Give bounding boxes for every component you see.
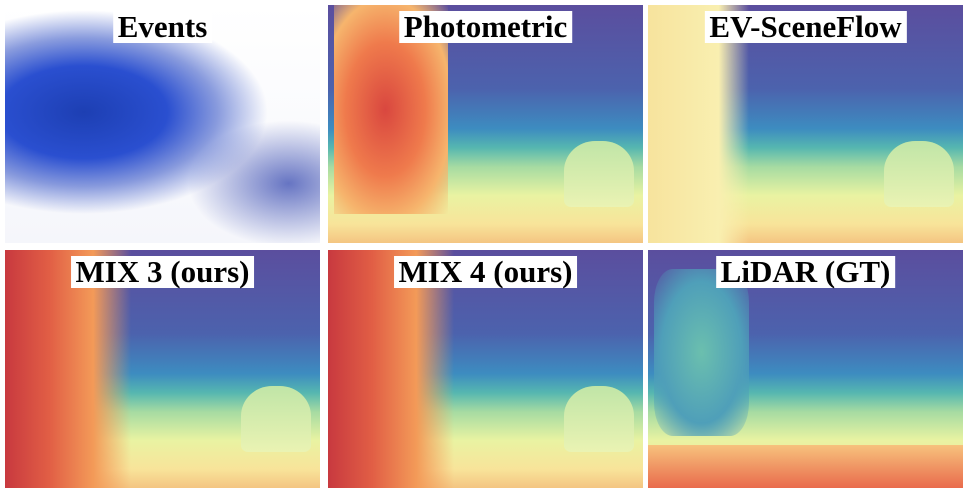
panel-label: Events: [112, 11, 213, 43]
panel-label: LiDAR (GT): [715, 256, 896, 288]
panel-evsceneflow: EV-SceneFlow: [648, 5, 963, 243]
panel-label: Photometric: [398, 11, 573, 43]
panel-events: Events: [5, 5, 320, 243]
panel-photometric: Photometric: [328, 5, 643, 243]
panel-mix3: MIX 3 (ours): [5, 250, 320, 488]
panel-label: MIX 3 (ours): [70, 256, 255, 288]
panel-lidar: LiDAR (GT): [648, 250, 963, 488]
panel-label: MIX 4 (ours): [393, 256, 578, 288]
panel-mix4: MIX 4 (ours): [328, 250, 643, 488]
panel-label: EV-SceneFlow: [704, 11, 907, 43]
